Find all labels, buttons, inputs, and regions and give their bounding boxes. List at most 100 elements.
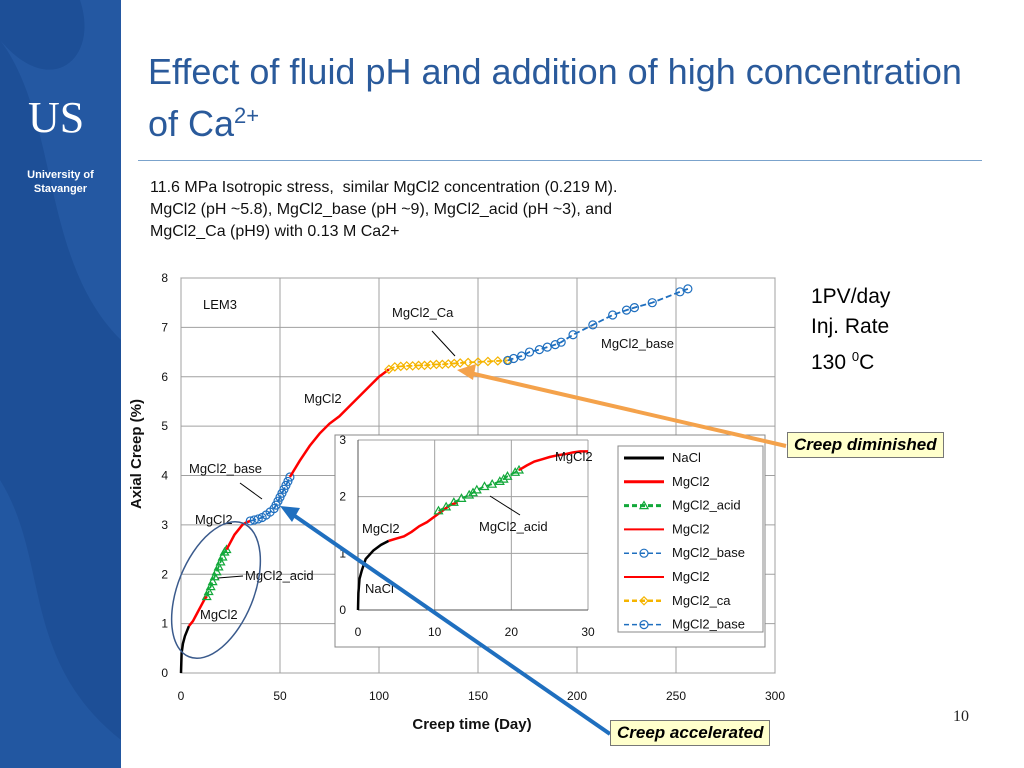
- main-series-6-point: [455, 358, 466, 368]
- inset-x-tick-label: 0: [355, 625, 362, 639]
- main-x-tick-label: 50: [273, 689, 287, 703]
- main-series-6-point: [492, 356, 503, 366]
- main-series-7-point: [675, 287, 685, 297]
- inset-series-2-point: [448, 497, 459, 506]
- main-x-tick-label: 100: [369, 689, 389, 703]
- inset-series-2-point: [441, 501, 452, 511]
- legend-label: MgCl2_acid: [672, 498, 741, 513]
- inset-annotation-mgcl2-acid: MgCl2_acid: [479, 519, 548, 534]
- main-highlight-ellipse: [170, 520, 262, 660]
- main-annotation-mgcl2-lower: MgCl2: [195, 512, 233, 527]
- sidebar-wave-graphic: [0, 0, 121, 768]
- main-series-2-point: [201, 591, 212, 601]
- main-y-tick-label: 6: [161, 370, 168, 384]
- main-series-2-point: [221, 544, 232, 554]
- main-y-tick-label: 7: [161, 320, 168, 334]
- callout-creep-accelerated: Creep accelerated: [610, 720, 771, 746]
- inset-series-2-point: [464, 489, 475, 499]
- inset-annotation-mgcl2-top: MgCl2: [555, 449, 593, 464]
- main-series-7-point: [503, 355, 513, 366]
- callout-creep-diminished: Creep diminished: [787, 432, 944, 458]
- main-annotation-arrow-base: [239, 482, 263, 500]
- inset-series-2-point: [467, 487, 479, 497]
- legend-swatch-marker: [638, 500, 650, 510]
- main-series-2-point: [207, 576, 218, 586]
- arrow-creep-diminished: [469, 371, 787, 448]
- main-series-4-point: [253, 514, 263, 524]
- inset-series-2-point: [471, 484, 482, 494]
- legend-label: MgCl2: [672, 569, 710, 584]
- temperature-unit: C: [859, 351, 875, 374]
- inset-y-tick-label: 0: [339, 603, 346, 617]
- inset-y-tick-label: 3: [339, 433, 346, 447]
- inset-series-2-point: [510, 467, 521, 476]
- main-series-2-point: [205, 581, 216, 591]
- main-series-2-point: [203, 586, 214, 596]
- main-series-2-point: [211, 566, 222, 576]
- main-series-4-point: [283, 476, 293, 487]
- main-y-tick-label: 3: [161, 518, 168, 532]
- page-number: 10: [953, 708, 969, 725]
- legend-label: MgCl2: [672, 474, 710, 489]
- main-series-6-point: [473, 357, 483, 367]
- main-series-7-point: [550, 340, 560, 350]
- main-series-7-point: [647, 298, 657, 308]
- arrowhead-creep-diminished: [457, 364, 476, 380]
- main-series-6-point: [463, 357, 473, 368]
- main-annotation-arrow-ca: [431, 330, 456, 357]
- main-series-2-point: [217, 551, 228, 561]
- inset-y-tick-label: 2: [339, 490, 346, 504]
- main-annotation-mgcl2-mid: MgCl2: [304, 391, 342, 406]
- inset-annotation-nacl: NaCl: [365, 581, 394, 596]
- arrowhead-creep-accelerated: [280, 506, 300, 522]
- temperature-value: 130: [811, 351, 852, 374]
- main-annotation-mgcl2-acid: MgCl2_acid: [245, 568, 314, 583]
- university-name: University of Stavanger: [0, 168, 121, 196]
- main-series-2-point: [215, 556, 226, 566]
- main-x-axis-label: Creep time (Day): [412, 716, 531, 733]
- inset-x-tick-label: 20: [505, 625, 519, 639]
- main-annotation-mgcl2-base-lower: MgCl2_base: [189, 461, 262, 476]
- inset-series-2-point: [456, 493, 467, 502]
- legend-label: NaCl: [672, 450, 701, 465]
- main-y-tick-label: 4: [161, 469, 168, 483]
- main-series-7-point: [568, 330, 578, 340]
- inset-series-2-point: [479, 481, 490, 491]
- main-series-4-point: [249, 515, 259, 525]
- main-series-4-point: [285, 472, 295, 482]
- legend-swatch-marker-dot: [643, 623, 645, 626]
- legend-label: MgCl2_base: [672, 617, 745, 632]
- description-line-1: 11.6 MPa Isotropic stress, similar MgCl2…: [150, 179, 618, 196]
- main-series-7-point: [509, 353, 519, 364]
- main-x-tick-label: 0: [178, 689, 185, 703]
- main-y-tick-label: 8: [161, 271, 168, 285]
- inset-series-line-1: [388, 501, 459, 543]
- inset-series-2-point: [494, 476, 505, 485]
- condition-injection: Inj. Rate: [811, 315, 890, 338]
- inset-y-tick-label: 1: [339, 546, 346, 560]
- inset-series-2-point: [433, 505, 444, 515]
- main-series-6-point: [483, 356, 493, 367]
- main-x-tick-label: 150: [468, 689, 488, 703]
- test-conditions: 1PV/day Inj. Rate 130 0C: [811, 282, 890, 378]
- main-series-7-point: [588, 320, 598, 330]
- slide-title: Effect of fluid pH and addition of high …: [148, 50, 998, 146]
- university-name-line2: Stavanger: [33, 183, 88, 195]
- legend-swatch-marker: [639, 595, 649, 606]
- arrow-creep-accelerated: [290, 512, 612, 736]
- main-series-line-1: [187, 595, 208, 627]
- university-name-line1: University of: [27, 169, 94, 181]
- main-series-7-point: [542, 342, 552, 352]
- main-x-tick-label: 300: [765, 689, 785, 703]
- main-series-line-5: [288, 368, 390, 478]
- description-line-3: MgCl2_Ca (pH9) with 0.13 M Ca2+: [150, 223, 400, 240]
- main-series-7-point: [516, 351, 527, 361]
- legend-swatch-marker: [639, 548, 649, 558]
- slide-description: 11.6 MPa Isotropic stress, similar MgCl2…: [150, 177, 850, 243]
- main-annotation-lem3: LEM3: [203, 297, 237, 312]
- main-series-7-point: [524, 347, 535, 357]
- main-series-line-6: [388, 359, 508, 371]
- legend-swatch-marker: [639, 619, 649, 630]
- university-logo: US: [28, 93, 85, 142]
